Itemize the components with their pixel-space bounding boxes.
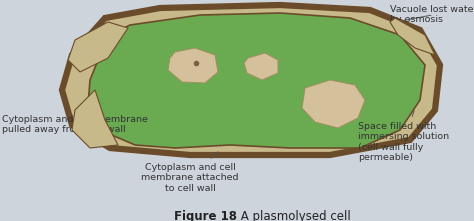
Text: A plasmolysed cell: A plasmolysed cell <box>237 210 351 221</box>
Polygon shape <box>62 5 440 155</box>
Polygon shape <box>168 48 218 83</box>
Text: Vacuole lost water
by osmosis: Vacuole lost water by osmosis <box>390 5 474 24</box>
Text: Cytoplasm and cell
membrane attached
to cell wall: Cytoplasm and cell membrane attached to … <box>141 152 239 193</box>
Polygon shape <box>244 53 278 80</box>
Polygon shape <box>72 90 118 148</box>
Polygon shape <box>88 13 425 148</box>
Text: Space filled with
immersing solution
(cell wall fully
permeable): Space filled with immersing solution (ce… <box>358 111 449 162</box>
Text: Cytoplasm and cell membrane
pulled away from cell wall: Cytoplasm and cell membrane pulled away … <box>2 107 148 134</box>
Text: Figure 18: Figure 18 <box>174 210 237 221</box>
Polygon shape <box>68 22 128 72</box>
Polygon shape <box>302 80 365 128</box>
Polygon shape <box>390 18 435 55</box>
